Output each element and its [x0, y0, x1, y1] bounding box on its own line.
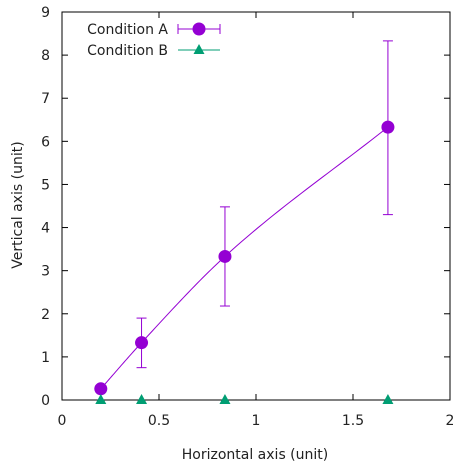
x-axis-label: Horizontal axis (unit): [182, 447, 328, 463]
y-tick-label: 6: [41, 134, 50, 150]
plot-area: 0 0.5 1 1.5 2 0 1 2 3 4 5 6 7 8 9: [41, 5, 454, 429]
y-tick-label: 2: [41, 307, 50, 323]
x-tick-label: 1.5: [342, 413, 364, 429]
y-tick-label: 5: [41, 177, 50, 193]
y-tick-label: 0: [41, 393, 50, 409]
condition-a-point: [94, 382, 108, 396]
x-tick-label: 1: [252, 413, 261, 429]
plot-frame: [61, 11, 451, 401]
legend: Condition A Condition B: [87, 22, 221, 59]
condition-b-point: [95, 394, 107, 404]
condition-b-point: [136, 394, 148, 404]
y-tick-label: 8: [41, 48, 50, 64]
y-tick-label: 4: [41, 221, 50, 237]
x-tick-label: 0: [58, 413, 67, 429]
legend-condition-a-marker: [192, 22, 206, 36]
condition-a-fit-line: [100, 126, 389, 390]
x-tick-label: 2: [446, 413, 455, 429]
legend-condition-b-marker: [193, 44, 205, 54]
condition-a-point: [135, 336, 149, 350]
y-tick-label: 1: [41, 350, 50, 366]
y-axis-label: Vertical axis (unit): [10, 141, 26, 268]
legend-condition-b-label: Condition B: [87, 43, 168, 59]
condition-b-point: [382, 394, 394, 404]
y-tick-label: 3: [41, 264, 50, 280]
condition-b-point: [219, 394, 231, 404]
legend-condition-a-label: Condition A: [87, 22, 168, 38]
y-tick-label: 9: [41, 5, 50, 21]
condition-a-point: [381, 120, 395, 134]
condition-a-point: [218, 249, 232, 263]
y-tick-label: 7: [41, 91, 50, 107]
x-tick-label: 0.5: [148, 413, 170, 429]
